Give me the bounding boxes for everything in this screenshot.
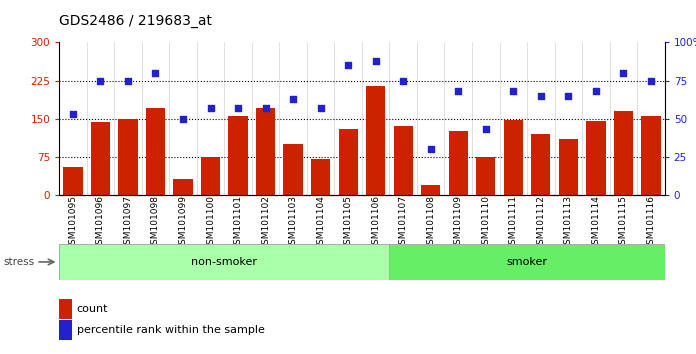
Bar [283,144,303,195]
Bar [641,116,661,195]
Point [342,62,354,68]
Point [232,105,244,111]
Point [95,78,106,84]
Text: GSM101098: GSM101098 [151,195,160,250]
Bar [256,108,275,195]
Text: GSM101101: GSM101101 [234,195,243,250]
Point [370,58,381,64]
Text: GSM101096: GSM101096 [96,195,105,250]
Text: GSM101102: GSM101102 [261,195,270,250]
Point [452,88,464,94]
Point [122,78,134,84]
Point [205,105,216,111]
Text: GSM101099: GSM101099 [178,195,187,250]
Bar [311,159,331,195]
Point [397,78,409,84]
Text: percentile rank within the sample: percentile rank within the sample [77,325,264,335]
Bar [90,122,110,195]
Point [507,88,519,94]
Point [480,126,491,132]
Point [287,96,299,102]
Bar [393,126,413,195]
Text: smoker: smoker [507,257,548,267]
Text: GSM101103: GSM101103 [289,195,298,250]
Point [260,105,271,111]
Point [425,146,436,152]
Bar [586,121,606,195]
Bar [146,108,165,195]
Bar [63,167,83,195]
Text: GSM101106: GSM101106 [371,195,380,250]
Text: GSM101107: GSM101107 [399,195,408,250]
Point [150,70,161,76]
Bar [476,156,496,195]
Point [535,93,546,98]
Point [177,116,189,121]
Bar [614,111,633,195]
Text: GSM101112: GSM101112 [537,195,546,250]
Bar [59,244,390,280]
Text: GSM101109: GSM101109 [454,195,463,250]
Point [315,105,326,111]
Text: GSM101115: GSM101115 [619,195,628,250]
Bar [449,131,468,195]
Point [618,70,629,76]
Text: non-smoker: non-smoker [191,257,258,267]
Point [645,78,656,84]
Point [68,111,79,117]
Text: GSM101114: GSM101114 [592,195,601,250]
Text: stress: stress [3,257,35,267]
Text: GDS2486 / 219683_at: GDS2486 / 219683_at [59,14,212,28]
Text: GSM101111: GSM101111 [509,195,518,250]
Bar [559,139,578,195]
Bar [118,119,138,195]
Bar [366,86,386,195]
Text: count: count [77,304,108,314]
Text: GSM101097: GSM101097 [123,195,132,250]
Text: GSM101113: GSM101113 [564,195,573,250]
Bar [173,179,193,195]
Text: GSM101108: GSM101108 [426,195,435,250]
Bar [421,184,441,195]
Point [563,93,574,98]
Text: GSM101110: GSM101110 [481,195,490,250]
Text: GSM101116: GSM101116 [647,195,656,250]
Bar [504,120,523,195]
Text: GSM101105: GSM101105 [344,195,353,250]
Bar [228,116,248,195]
Bar [390,244,665,280]
Bar [338,129,358,195]
Bar [201,156,220,195]
Text: GSM101095: GSM101095 [68,195,77,250]
Text: GSM101100: GSM101100 [206,195,215,250]
Bar [531,134,551,195]
Point [590,88,601,94]
Text: GSM101104: GSM101104 [316,195,325,250]
